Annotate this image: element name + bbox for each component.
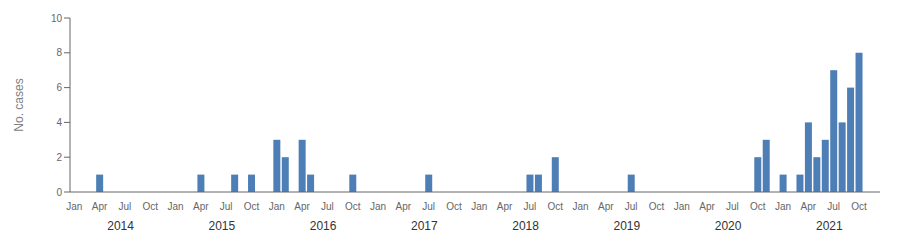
svg-text:Oct: Oct bbox=[345, 201, 361, 212]
svg-text:Jan: Jan bbox=[471, 201, 487, 212]
svg-text:Jul: Jul bbox=[321, 201, 334, 212]
svg-text:Jul: Jul bbox=[118, 201, 131, 212]
svg-text:2019: 2019 bbox=[614, 219, 641, 233]
svg-text:Jul: Jul bbox=[726, 201, 739, 212]
svg-text:Jan: Jan bbox=[167, 201, 183, 212]
svg-text:6: 6 bbox=[56, 82, 62, 93]
svg-text:Apr: Apr bbox=[598, 201, 614, 212]
svg-text:Apr: Apr bbox=[294, 201, 310, 212]
svg-text:Jan: Jan bbox=[572, 201, 588, 212]
svg-text:Jan: Jan bbox=[66, 201, 82, 212]
svg-text:Apr: Apr bbox=[396, 201, 412, 212]
svg-text:Jan: Jan bbox=[370, 201, 386, 212]
svg-text:Oct: Oct bbox=[446, 201, 462, 212]
svg-text:Oct: Oct bbox=[547, 201, 563, 212]
svg-text:No. cases: No. cases bbox=[12, 78, 26, 131]
svg-text:Jan: Jan bbox=[775, 201, 791, 212]
svg-text:Apr: Apr bbox=[699, 201, 715, 212]
svg-text:Apr: Apr bbox=[193, 201, 209, 212]
svg-text:8: 8 bbox=[56, 47, 62, 58]
svg-text:2020: 2020 bbox=[715, 219, 742, 233]
svg-text:2018: 2018 bbox=[512, 219, 539, 233]
svg-text:Jan: Jan bbox=[674, 201, 690, 212]
svg-text:2: 2 bbox=[56, 152, 62, 163]
svg-text:Oct: Oct bbox=[244, 201, 260, 212]
svg-text:Jul: Jul bbox=[523, 201, 536, 212]
svg-text:2014: 2014 bbox=[107, 219, 134, 233]
svg-text:Jul: Jul bbox=[220, 201, 233, 212]
svg-text:Jan: Jan bbox=[269, 201, 285, 212]
svg-text:Apr: Apr bbox=[92, 201, 108, 212]
svg-text:Oct: Oct bbox=[142, 201, 158, 212]
svg-text:Oct: Oct bbox=[649, 201, 665, 212]
svg-text:2021: 2021 bbox=[816, 219, 843, 233]
svg-text:Apr: Apr bbox=[497, 201, 513, 212]
svg-text:Jul: Jul bbox=[827, 201, 840, 212]
svg-text:2015: 2015 bbox=[209, 219, 236, 233]
svg-text:Jul: Jul bbox=[422, 201, 435, 212]
svg-text:Jul: Jul bbox=[625, 201, 638, 212]
svg-text:Oct: Oct bbox=[750, 201, 766, 212]
svg-text:0: 0 bbox=[56, 187, 62, 198]
svg-text:4: 4 bbox=[56, 117, 62, 128]
svg-text:2017: 2017 bbox=[411, 219, 438, 233]
svg-text:2016: 2016 bbox=[310, 219, 337, 233]
svg-text:10: 10 bbox=[51, 13, 63, 24]
svg-text:Apr: Apr bbox=[801, 201, 817, 212]
svg-text:Oct: Oct bbox=[851, 201, 867, 212]
